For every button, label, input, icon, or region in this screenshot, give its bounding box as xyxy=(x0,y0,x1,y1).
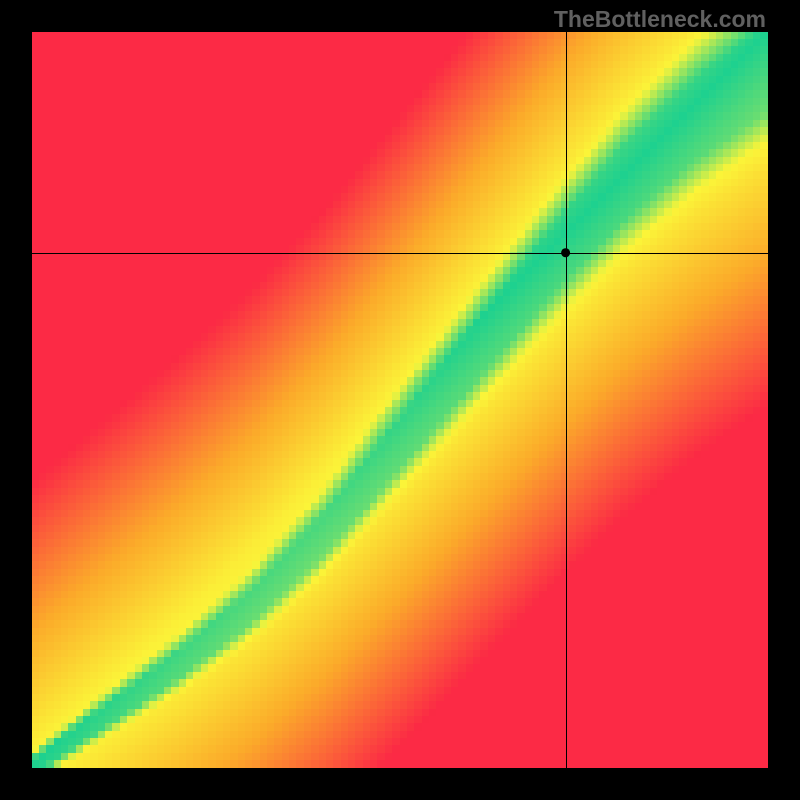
chart-container: TheBottleneck.com xyxy=(0,0,800,800)
watermark-text: TheBottleneck.com xyxy=(554,6,766,33)
bottleneck-heatmap xyxy=(32,32,768,768)
